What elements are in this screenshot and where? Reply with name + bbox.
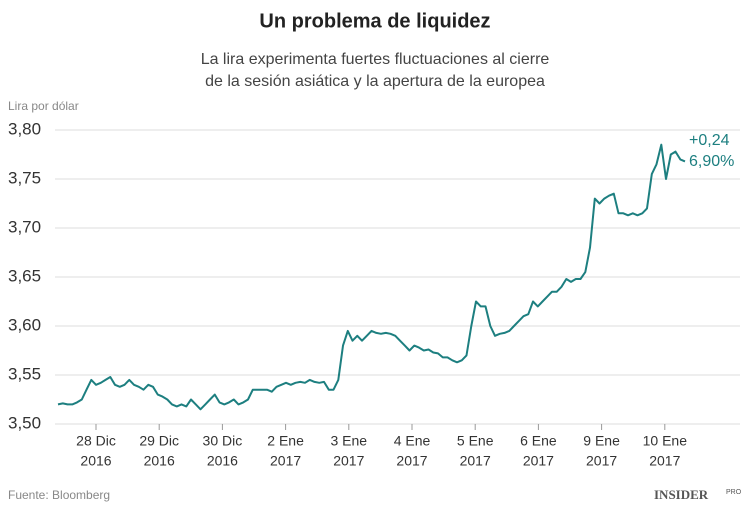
annotation: +0,24	[689, 132, 730, 149]
x-tick-label: 4 Ene	[394, 433, 431, 449]
y-tick-label: 3,70	[8, 217, 41, 236]
x-tick-label: 2016	[80, 453, 111, 469]
line	[57, 143, 686, 411]
x-tick-label: 2016	[144, 453, 175, 469]
x-tick-label: 9 Ene	[583, 433, 620, 449]
y-tick-label: 3,75	[8, 168, 41, 187]
y-tick-label: 3,80	[8, 119, 41, 138]
x-tick-label: 2016	[207, 453, 238, 469]
x-tick-label: 30 Dic	[203, 433, 243, 449]
x-tick-label: 2017	[270, 453, 301, 469]
x-tick-label: 6 Ene	[520, 433, 557, 449]
source: Fuente: Bloomberg	[8, 488, 110, 502]
subtitle: La lira experimenta fuertes fluctuacione…	[201, 51, 550, 68]
logo: PRO	[726, 489, 742, 496]
logo: INSIDER	[654, 487, 709, 502]
x-tick-label: 5 Ene	[457, 433, 494, 449]
x-tick-label: 10 Ene	[643, 433, 688, 449]
x-tick-label: 2017	[396, 453, 427, 469]
y-tick-label: 3,60	[8, 315, 41, 334]
x-tick-label: 2 Ene	[267, 433, 304, 449]
chart-title: Un problema de liquidez	[259, 10, 490, 32]
x-tick-label: 2017	[333, 453, 364, 469]
annotation: 6,90%	[689, 153, 734, 170]
x-tick-label: 3 Ene	[331, 433, 368, 449]
x-tick-label: 2017	[586, 453, 617, 469]
x-tick-label: 29 Dic	[139, 433, 179, 449]
y-tick-label: 3,50	[8, 413, 41, 432]
y-tick-label: 3,55	[8, 364, 41, 383]
x-tick-label: 2017	[523, 453, 554, 469]
x-tick-label: 2017	[649, 453, 680, 469]
x-tick-label: 2017	[460, 453, 491, 469]
y-tick-label: 3,65	[8, 266, 41, 285]
subtitle: de la sesión asiática y la apertura de l…	[205, 73, 545, 90]
x-tick-label: 28 Dic	[76, 433, 116, 449]
y-axis-label: Lira por dólar	[8, 99, 79, 113]
